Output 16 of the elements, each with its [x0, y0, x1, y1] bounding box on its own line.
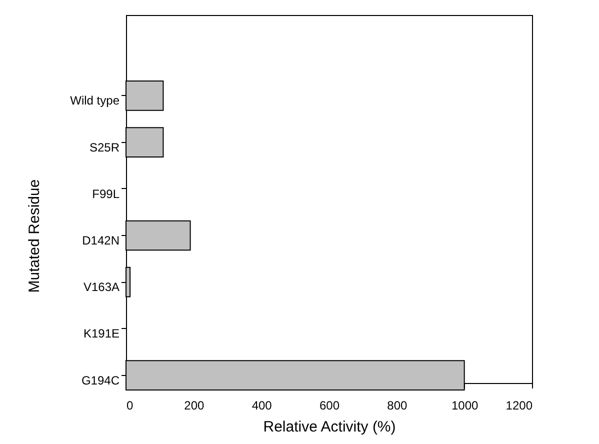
y-tick-label: F99L — [92, 186, 120, 201]
y-tick-label: K191E — [83, 326, 120, 341]
y-tick-label: G194C — [81, 373, 120, 388]
y-tick-label: V163A — [83, 280, 120, 294]
x-tick-label: 400 — [252, 398, 272, 412]
x-axis-title: Relative Activity (%) — [263, 418, 396, 436]
x-tick-label: 600 — [319, 398, 340, 412]
x-tick-label: 1200 — [506, 398, 533, 412]
x-tick-label: 800 — [387, 398, 408, 412]
y-axis-title: Mutated Residue — [26, 179, 44, 293]
y-tick-label: S25R — [89, 140, 120, 154]
x-tick-label: 0 — [126, 398, 134, 412]
y-tick-label: Wild type — [70, 94, 120, 108]
x-tick-label: 200 — [184, 398, 204, 412]
x-tick-label: 1000 — [451, 398, 479, 412]
y-tick-label: D142N — [82, 234, 120, 248]
